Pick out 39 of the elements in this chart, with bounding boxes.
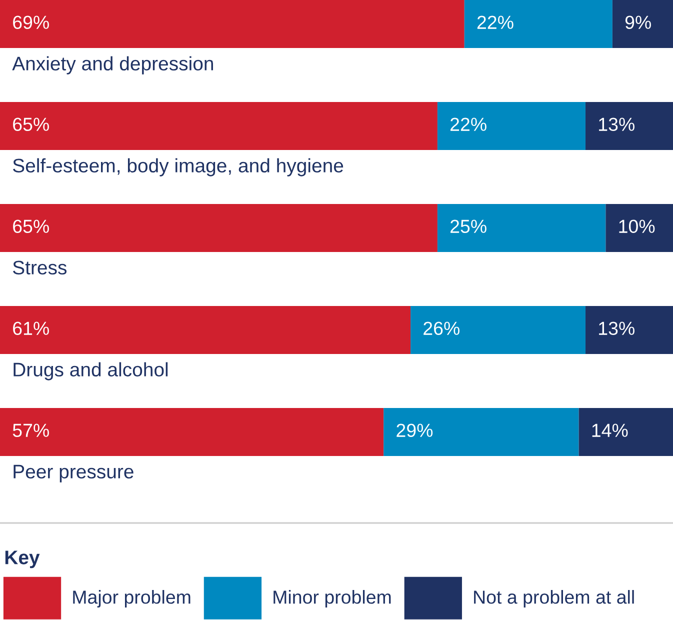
data-label: 13% — [599, 322, 634, 336]
legend-title: Key — [5, 550, 40, 568]
data-label: 29% — [396, 424, 433, 438]
data-label: 65% — [13, 220, 49, 234]
data-label: 14% — [592, 424, 628, 437]
y-tick-label: Anxiety and depression — [12, 56, 213, 74]
data-label: 10% — [619, 220, 655, 234]
y-tick-label: Peer pressure — [14, 464, 134, 482]
bar — [437, 102, 586, 150]
data-label: 26% — [424, 322, 460, 336]
bar — [586, 102, 673, 150]
y-tick-label: Stress — [13, 260, 67, 274]
bar — [0, 102, 438, 150]
bar — [464, 0, 612, 48]
bar — [0, 306, 411, 354]
data-label: 69% — [13, 16, 49, 30]
bar — [0, 0, 464, 48]
bar — [437, 204, 606, 252]
data-label: 25% — [450, 220, 486, 234]
data-label: 65% — [13, 118, 49, 132]
bar — [612, 0, 673, 48]
bar — [606, 204, 673, 252]
legend-label: Minor problem — [274, 590, 391, 608]
y-tick-label: Drugs and alcohol — [14, 362, 168, 380]
data-label: 9% — [625, 16, 651, 30]
data-label: 57% — [12, 424, 49, 438]
bar — [586, 306, 673, 354]
bar — [578, 408, 673, 456]
data-label: 61% — [13, 322, 49, 336]
data-label: 13% — [599, 118, 634, 132]
legend-label: Major problem — [73, 590, 190, 608]
legend-label: Not a problem at all — [474, 590, 634, 608]
bar — [384, 408, 579, 456]
bar — [0, 204, 438, 252]
bar — [0, 408, 384, 456]
y-tick-label: Self-esteem, body image, and hygiene — [13, 158, 344, 176]
data-label: 22% — [477, 16, 514, 29]
data-label: 22% — [450, 118, 486, 131]
bar — [410, 306, 586, 354]
